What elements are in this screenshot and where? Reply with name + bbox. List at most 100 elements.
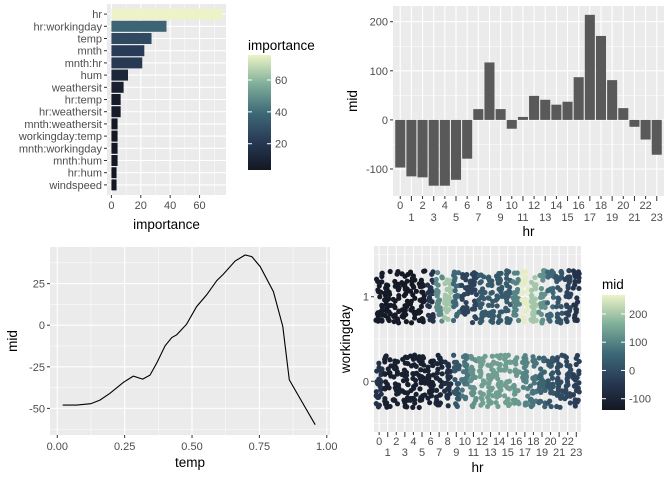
point: [527, 383, 534, 389]
point: [419, 280, 425, 286]
point: [532, 357, 538, 363]
point: [374, 379, 380, 385]
point: [402, 283, 408, 290]
point: [451, 359, 458, 365]
x-tick-label: 18: [527, 436, 539, 448]
x-tick-label: 20: [617, 200, 629, 212]
x-tick-label: 3: [431, 212, 437, 224]
point: [570, 392, 577, 398]
point: [567, 400, 573, 406]
point: [505, 396, 511, 402]
x-axis-title: importance: [133, 217, 200, 232]
x-tick-label: 6: [464, 200, 470, 212]
point: [486, 295, 492, 301]
x-tick-label: 1: [408, 212, 414, 224]
point: [546, 287, 552, 293]
point: [575, 269, 582, 275]
x-tick-label: 12: [476, 436, 488, 448]
point: [391, 313, 397, 320]
point: [548, 403, 554, 410]
point: [442, 306, 448, 312]
point: [504, 317, 510, 323]
point: [463, 363, 469, 369]
point: [489, 367, 495, 373]
point: [439, 275, 445, 281]
bar: [607, 80, 618, 120]
point: [451, 389, 457, 395]
point: [566, 391, 572, 397]
colorbar: [248, 55, 271, 170]
point: [554, 355, 561, 361]
point: [390, 397, 396, 403]
x-tick-label: 5: [453, 212, 459, 224]
point: [478, 356, 485, 362]
point: [459, 306, 465, 312]
point: [515, 317, 522, 324]
legend-tick-label: 200: [629, 309, 647, 321]
point: [511, 290, 517, 296]
point: [375, 278, 381, 284]
bar: [551, 104, 562, 120]
point: [436, 356, 443, 362]
point: [571, 302, 577, 308]
point: [417, 297, 423, 303]
point: [464, 272, 470, 278]
point: [576, 371, 582, 377]
y-tick-label: mnth:weathersit: [24, 119, 102, 131]
point: [454, 386, 461, 392]
point: [379, 317, 385, 323]
point: [469, 285, 475, 292]
point: [496, 366, 502, 372]
x-tick-label: 8: [445, 436, 451, 448]
point: [469, 364, 475, 370]
point: [374, 368, 380, 374]
point: [531, 380, 537, 386]
point: [439, 364, 445, 370]
point: [452, 376, 458, 383]
point: [557, 274, 563, 281]
x-tick-label: 20: [135, 200, 147, 212]
point: [573, 309, 579, 315]
y-tick-label: weathersit: [51, 82, 102, 94]
point: [471, 270, 477, 276]
x-tick-label: 17: [584, 212, 596, 224]
point: [448, 286, 454, 292]
point: [485, 403, 491, 409]
point: [402, 360, 408, 366]
point: [454, 381, 460, 387]
bar: [517, 116, 528, 120]
point: [482, 289, 488, 296]
point: [413, 382, 419, 388]
bar: [651, 119, 662, 155]
y-tick-label: hr:hum: [68, 168, 102, 180]
point: [559, 270, 565, 277]
point: [495, 382, 501, 388]
point: [539, 302, 545, 308]
point: [548, 312, 554, 319]
point: [532, 274, 538, 281]
point: [529, 296, 535, 302]
x-tick-label: 20: [544, 436, 556, 448]
point: [574, 295, 580, 301]
point: [452, 275, 458, 281]
point: [489, 289, 495, 296]
point: [441, 314, 448, 321]
point: [464, 375, 470, 381]
bar: [111, 8, 223, 20]
point: [557, 404, 563, 410]
x-tick-label: 21: [553, 447, 565, 459]
point: [426, 375, 432, 381]
point: [441, 380, 448, 387]
point: [574, 352, 581, 359]
point: [524, 401, 530, 407]
point: [425, 368, 431, 374]
point: [387, 403, 393, 410]
x-tick-label: 14: [550, 200, 562, 212]
point: [478, 402, 484, 408]
point: [382, 297, 388, 303]
point: [505, 307, 511, 314]
point: [411, 355, 417, 361]
point: [570, 285, 576, 291]
bar: [573, 77, 584, 120]
point: [408, 307, 414, 313]
